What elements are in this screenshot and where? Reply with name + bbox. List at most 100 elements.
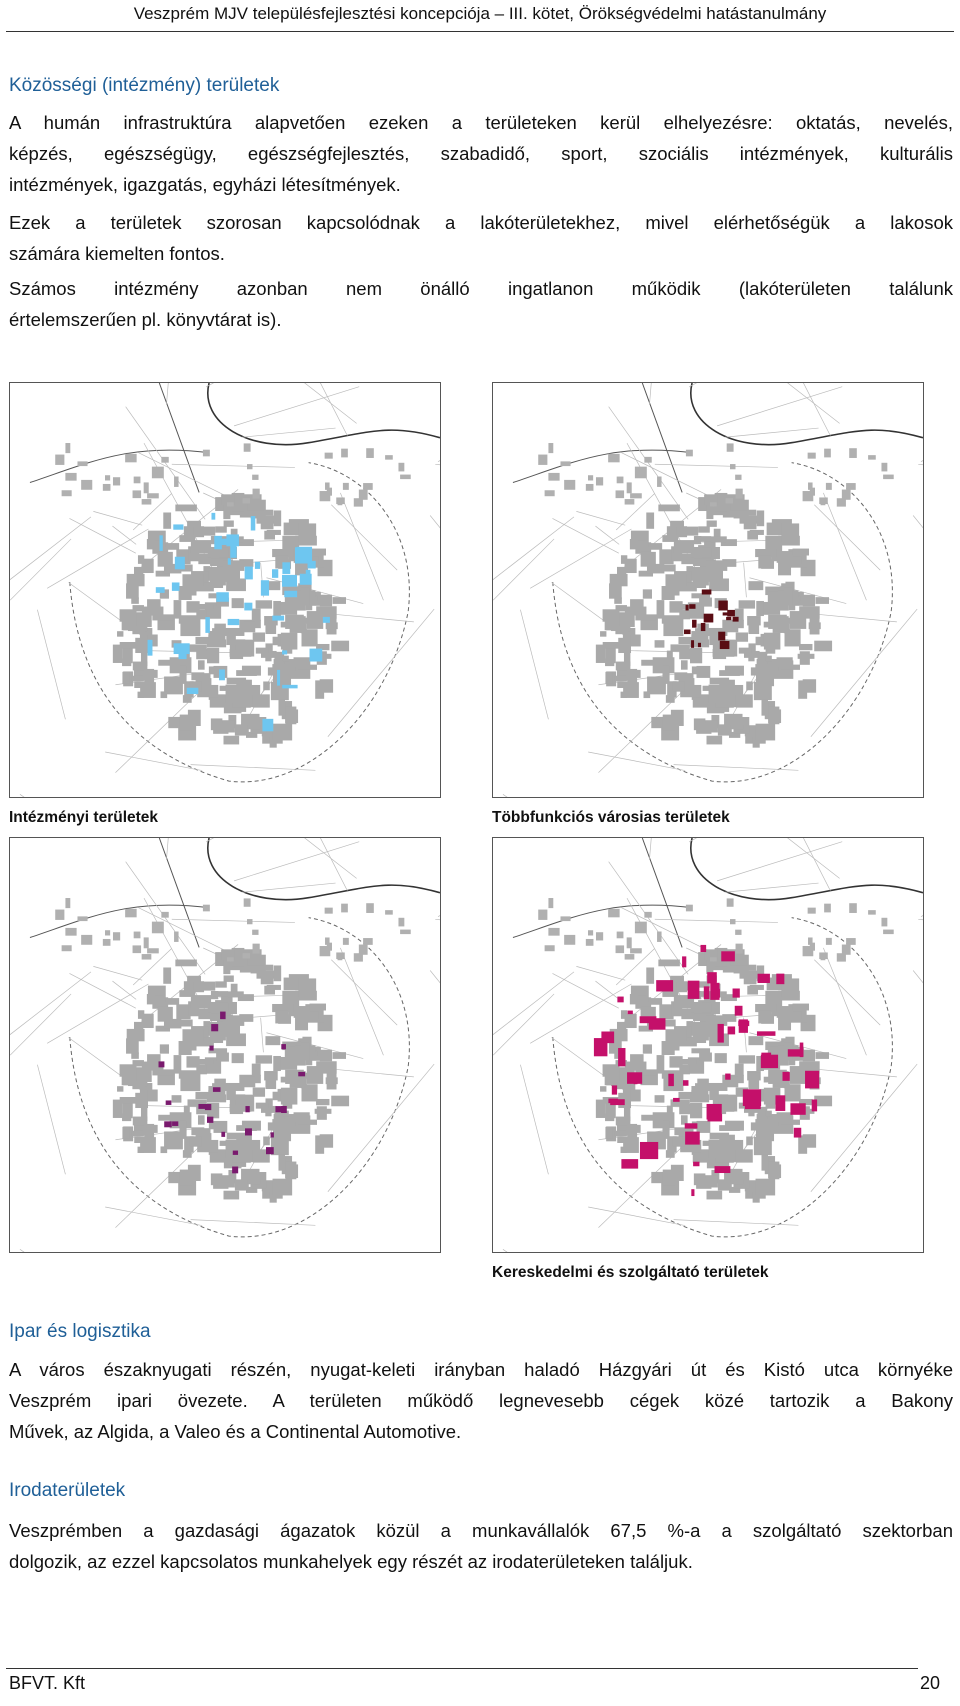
urban-block xyxy=(272,1003,294,1013)
urban-block xyxy=(301,1042,310,1061)
urban-block xyxy=(794,595,801,602)
urban-block xyxy=(341,903,348,913)
parcel-line xyxy=(803,838,831,891)
urban-block xyxy=(714,492,728,512)
urban-block xyxy=(799,1061,820,1074)
land-use-patch xyxy=(307,560,316,569)
urban-block xyxy=(203,1133,212,1145)
urban-block xyxy=(252,943,260,954)
urban-block xyxy=(798,1135,808,1154)
urban-block xyxy=(77,461,88,467)
urban-block xyxy=(676,981,699,991)
urban-block xyxy=(222,1015,245,1026)
urban-block xyxy=(709,502,717,507)
urban-block xyxy=(709,1132,730,1140)
urban-block xyxy=(744,726,755,737)
urban-block xyxy=(656,600,665,619)
urban-block xyxy=(641,1114,660,1121)
urban-block xyxy=(141,606,164,616)
urban-block xyxy=(670,1099,690,1107)
urban-block xyxy=(260,650,277,658)
urban-block xyxy=(231,1053,244,1064)
urban-block xyxy=(757,1106,768,1125)
urban-block xyxy=(665,695,675,703)
parcel-line xyxy=(520,1064,549,1175)
land-use-patch xyxy=(601,1031,615,1044)
urban-block xyxy=(229,649,252,657)
urban-block xyxy=(661,1041,675,1055)
urban-block xyxy=(638,570,654,577)
parcel-line xyxy=(823,492,867,601)
urban-block xyxy=(398,917,405,927)
urban-block xyxy=(210,546,220,565)
urban-block xyxy=(159,997,169,1014)
urban-block xyxy=(231,947,245,967)
urban-block xyxy=(726,1076,739,1088)
urban-block xyxy=(234,724,249,736)
ring-road xyxy=(69,917,410,1238)
land-use-patch xyxy=(220,1011,226,1020)
urban-block xyxy=(160,1146,168,1154)
ring-road xyxy=(552,917,893,1238)
urban-block xyxy=(168,716,190,729)
urban-block xyxy=(635,1070,657,1076)
urban-block xyxy=(158,659,177,666)
urban-block xyxy=(273,600,281,617)
urban-block xyxy=(272,1091,280,1101)
parcel-line xyxy=(608,861,689,975)
urban-block xyxy=(846,938,856,945)
urban-block xyxy=(722,559,737,567)
land-use-patch xyxy=(611,1085,618,1095)
urban-block xyxy=(802,1049,816,1062)
urban-block xyxy=(615,490,625,499)
land-use-patch xyxy=(173,524,184,530)
urban-block xyxy=(713,528,721,539)
land-use-patch xyxy=(691,1189,695,1197)
text-line: A város északnyugati részén, nyugat-kele… xyxy=(9,1359,953,1380)
urban-block xyxy=(132,1060,144,1067)
parcel-line xyxy=(320,838,348,891)
urban-block xyxy=(125,453,137,463)
urban-block xyxy=(235,639,253,651)
urban-block xyxy=(331,1095,350,1107)
urban-block xyxy=(765,586,785,596)
urban-block xyxy=(255,600,273,609)
parcel-line xyxy=(206,838,214,843)
urban-block xyxy=(215,952,225,967)
urban-block xyxy=(273,1055,281,1072)
urban-block xyxy=(251,1063,261,1076)
land-use-patch xyxy=(799,1042,804,1058)
urban-block xyxy=(635,995,646,1009)
urban-block xyxy=(705,1015,728,1026)
urban-block xyxy=(615,661,631,671)
section-heading: Irodaterületek xyxy=(9,1480,126,1501)
land-use-patch xyxy=(171,582,180,591)
urban-block xyxy=(198,1008,215,1020)
urban-block xyxy=(883,474,894,480)
urban-block xyxy=(814,1095,833,1107)
urban-block xyxy=(691,666,702,675)
urban-block xyxy=(252,474,259,480)
parcel-line xyxy=(132,948,172,986)
urban-block xyxy=(174,476,179,487)
text-line: intézmények, igazgatás, egyházi létesítm… xyxy=(9,174,401,195)
urban-block xyxy=(667,681,677,698)
urban-block xyxy=(634,466,647,479)
parcel-line xyxy=(502,1249,508,1252)
urban-block xyxy=(324,907,333,914)
urban-block xyxy=(544,945,555,952)
urban-block xyxy=(175,504,197,512)
urban-block xyxy=(712,649,735,657)
urban-block xyxy=(189,681,202,692)
urban-block xyxy=(163,967,172,984)
urban-block xyxy=(221,494,235,505)
parcel-line xyxy=(918,918,923,921)
parcel-line xyxy=(125,861,206,975)
urban-block xyxy=(656,1019,676,1027)
urban-block xyxy=(548,927,560,936)
urban-block xyxy=(132,945,142,954)
urban-block xyxy=(781,523,800,543)
urban-block xyxy=(311,1050,318,1057)
header-rule xyxy=(6,31,954,32)
urban-block xyxy=(197,660,205,670)
